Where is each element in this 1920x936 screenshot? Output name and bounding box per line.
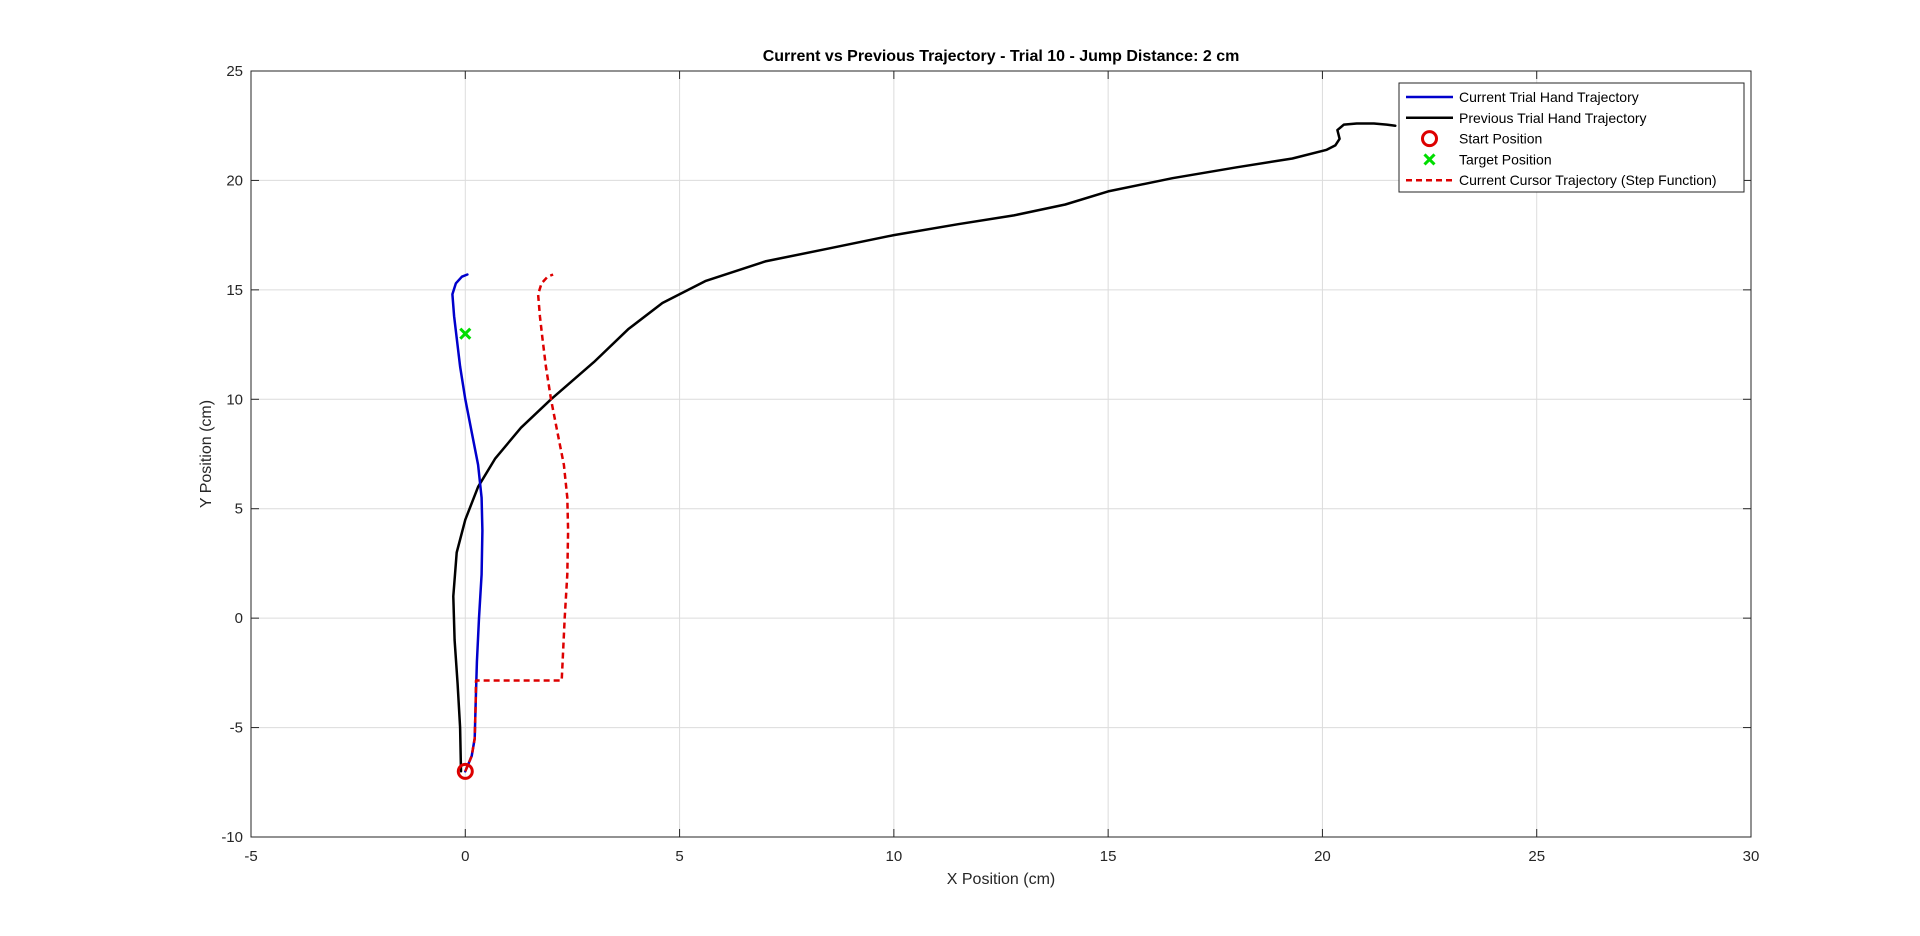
previous-trial-hand-trajectory-line [452, 122, 1397, 773]
legend-current-trial-hand-trajectory-label: Current Trial Hand Trajectory [1459, 89, 1639, 105]
chart-title: Current vs Previous Trajectory - Trial 1… [763, 48, 1240, 65]
legend-start-position-marker [1421, 130, 1438, 148]
y-tick-label: 10 [226, 391, 243, 408]
x-axis-label: X Position (cm) [947, 871, 1055, 888]
legend-box [1398, 82, 1745, 193]
legend-target-position-label: Target Position [1459, 151, 1552, 167]
x-tick-label: 5 [675, 848, 683, 865]
y-axis-label: Y Position (cm) [198, 400, 215, 508]
series-layer [451, 122, 1397, 780]
x-tick-label: -5 [244, 848, 257, 865]
grid [251, 71, 1751, 837]
axis-ticks [250, 70, 1752, 838]
legend: Current Trial Hand Trajectory Previous Tr… [1398, 82, 1745, 193]
current-trial-hand-trajectory-line [451, 273, 484, 773]
y-tick-label: 0 [235, 610, 243, 627]
legend-target-position-marker [1423, 153, 1436, 166]
legend-previous-trial-hand-trajectory-label: Previous Trial Hand Trajectory [1459, 110, 1647, 126]
start-position-marker [456, 762, 474, 780]
x-tick-labels: -5 0 5 10 15 20 25 30 [244, 848, 1759, 865]
legend-current-cursor-trajectory-step-function-label: Current Cursor Trajectory (Step Function… [1459, 172, 1717, 188]
y-tick-label: 20 [226, 172, 243, 189]
current-cursor-trajectory-step-function-line [464, 273, 570, 772]
plot-area [251, 71, 1751, 837]
x-tick-label: 20 [1314, 848, 1331, 865]
y-tick-label: -10 [221, 829, 243, 846]
target-position-marker [459, 327, 472, 340]
plot-frame [250, 70, 1752, 838]
y-tick-label: 15 [226, 282, 243, 299]
x-tick-label: 10 [886, 848, 903, 865]
y-tick-labels: -10 -5 0 5 10 15 20 25 [221, 63, 243, 846]
y-tick-label: -5 [230, 720, 243, 737]
x-tick-label: 30 [1743, 848, 1760, 865]
x-tick-label: 25 [1528, 848, 1545, 865]
x-tick-label: 15 [1100, 848, 1117, 865]
y-tick-label: 25 [226, 63, 243, 80]
x-tick-label: 0 [461, 848, 469, 865]
y-tick-label: 5 [235, 501, 243, 518]
legend-start-position-label: Start Position [1459, 131, 1542, 147]
